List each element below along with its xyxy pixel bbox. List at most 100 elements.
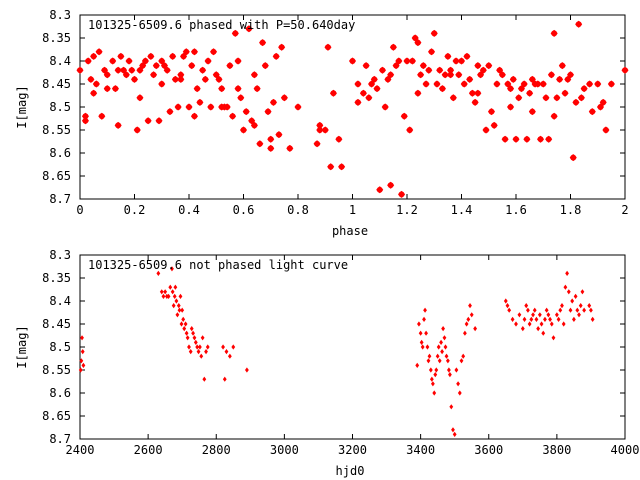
- data-point: [381, 103, 389, 111]
- data-point: [523, 135, 531, 143]
- data-point: [163, 289, 168, 295]
- data-point: [485, 62, 493, 70]
- data-point: [250, 121, 258, 129]
- data-point: [493, 80, 501, 88]
- data-point: [428, 367, 433, 373]
- data-point: [468, 89, 476, 97]
- data-point: [80, 335, 84, 341]
- data-point: [95, 48, 103, 56]
- data-point: [136, 94, 144, 102]
- data-point: [403, 57, 411, 65]
- data-point: [128, 66, 136, 74]
- data-point: [537, 135, 545, 143]
- data-point: [602, 126, 610, 134]
- data-point: [527, 321, 532, 327]
- x-tick-label: 3200: [338, 443, 367, 457]
- data-point: [427, 353, 432, 359]
- data-point: [565, 270, 569, 276]
- data-point: [452, 57, 460, 65]
- data-point: [449, 94, 457, 102]
- chart-title: 101325-6509.6 phased with P=50.640day: [88, 18, 355, 32]
- data-point: [195, 344, 200, 350]
- data-point: [464, 321, 469, 327]
- data-point: [517, 312, 522, 318]
- data-point: [177, 75, 185, 83]
- data-point: [222, 376, 227, 382]
- data-point: [170, 266, 174, 272]
- data-point: [406, 126, 414, 134]
- data-point: [210, 48, 218, 56]
- data-point: [84, 57, 92, 65]
- x-tick-label: 0.4: [178, 203, 200, 217]
- data-point: [141, 57, 149, 65]
- data-point: [269, 98, 277, 106]
- data-point: [193, 339, 198, 345]
- data-point: [417, 71, 425, 79]
- data-point: [202, 376, 207, 382]
- x-tick-labels: 2400 2600 2800 3000 3200 3400 3600 3800 4000: [66, 443, 640, 457]
- data-point: [520, 326, 525, 332]
- data-point: [286, 144, 294, 152]
- data-point: [256, 140, 264, 148]
- data-points: [78, 266, 595, 437]
- data-point: [152, 62, 160, 70]
- data-point: [575, 307, 580, 313]
- data-point: [267, 144, 275, 152]
- data-point: [327, 163, 335, 171]
- data-point: [436, 66, 444, 74]
- data-point: [466, 75, 474, 83]
- data-point: [373, 85, 381, 93]
- data-point: [487, 108, 495, 116]
- data-point: [196, 349, 201, 355]
- data-point: [469, 312, 474, 318]
- data-point: [418, 330, 423, 336]
- data-point: [439, 339, 443, 345]
- y-tick-label: 8.35: [42, 271, 71, 285]
- data-point: [590, 316, 595, 322]
- data-point: [561, 321, 566, 327]
- x-tick-label: 2400: [66, 443, 95, 457]
- data-point: [272, 52, 280, 60]
- data-point: [368, 80, 376, 88]
- data-point: [191, 330, 195, 336]
- data-point: [103, 85, 111, 93]
- data-point: [111, 85, 119, 93]
- data-point: [425, 344, 430, 350]
- data-point: [261, 62, 269, 70]
- data-point: [227, 353, 232, 359]
- data-point: [420, 344, 425, 350]
- data-point: [190, 48, 198, 56]
- data-point: [443, 344, 448, 350]
- data-point: [448, 372, 452, 378]
- x-tick-label: 1.4: [451, 203, 473, 217]
- data-point: [479, 66, 487, 74]
- data-point: [547, 71, 555, 79]
- data-point: [437, 358, 442, 364]
- data-point: [136, 66, 144, 74]
- data-point: [543, 316, 547, 322]
- data-point: [539, 321, 544, 327]
- data-point: [588, 108, 596, 116]
- data-point: [422, 316, 426, 322]
- data-point: [582, 307, 587, 313]
- tick-marks: [79, 14, 626, 200]
- data-point: [429, 376, 434, 382]
- data-point: [250, 71, 258, 79]
- data-point: [275, 131, 283, 139]
- data-point: [240, 126, 247, 134]
- x-tick-label: 0.8: [287, 203, 309, 217]
- data-point: [423, 307, 427, 313]
- data-point: [546, 312, 551, 318]
- y-tick-labels: 8.3 8.35 8.4 8.45 8.5 8.55 8.6 8.65 8.7: [42, 248, 71, 446]
- data-point: [531, 312, 535, 318]
- data-point: [192, 335, 197, 341]
- data-point: [459, 358, 464, 364]
- data-point: [354, 98, 362, 106]
- data-point: [259, 39, 267, 47]
- x-tick-label: 1.6: [505, 203, 527, 217]
- data-point: [550, 29, 558, 37]
- data-point: [114, 66, 122, 74]
- data-point: [430, 381, 435, 387]
- data-point: [280, 94, 288, 102]
- data-point: [98, 112, 106, 120]
